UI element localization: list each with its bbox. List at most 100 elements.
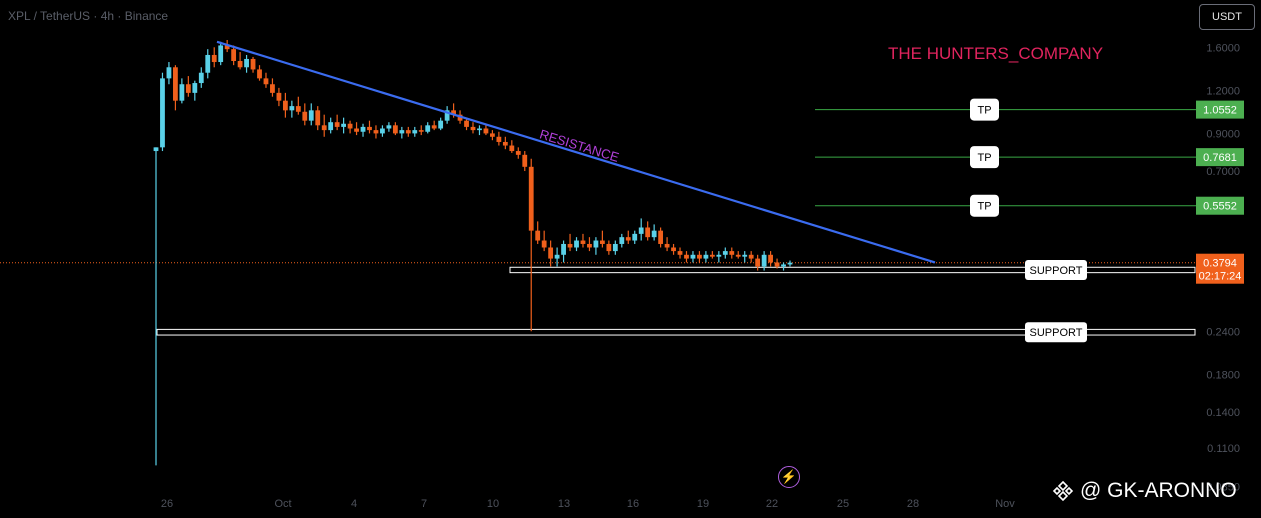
x-tick-label: Nov (995, 498, 1015, 510)
candle-body (457, 114, 463, 121)
resistance-label: RESISTANCE (538, 126, 621, 165)
tp-price-tag (1196, 196, 1244, 215)
candle-body (470, 126, 476, 131)
candle-body (263, 78, 269, 85)
candle-body (774, 262, 780, 267)
candle-body (768, 254, 773, 263)
candle-body (224, 45, 230, 50)
candle-body (399, 130, 405, 134)
candle-body (464, 120, 469, 127)
candle-body (282, 100, 288, 111)
y-tick-label: 0.0850 (1206, 482, 1240, 494)
candle-body (166, 67, 172, 79)
candle-body (367, 126, 372, 131)
tp-label-box (970, 98, 999, 121)
candle-body (185, 84, 191, 93)
candle-body (205, 54, 211, 73)
candle-body (709, 254, 715, 257)
brand-title: THE HUNTERS_COMPANY (888, 44, 1104, 63)
candle-body (729, 251, 735, 255)
y-tick-label: 0.1800 (1206, 369, 1240, 381)
candle-body (250, 58, 256, 70)
x-tick-label: 13 (558, 498, 570, 510)
tp-label-box (970, 146, 999, 169)
support-zone (156, 328, 1196, 336)
candle-body (645, 227, 651, 238)
candle-body (392, 125, 398, 134)
candle-body (638, 227, 644, 234)
current-price-label: 0.3794 (1203, 258, 1237, 270)
tp-price-label: 0.7681 (1203, 152, 1237, 164)
candle-body (690, 254, 696, 259)
tp-price-tag (1196, 100, 1244, 119)
tp-price-label: 1.0552 (1203, 105, 1237, 117)
x-tick-label: 25 (837, 498, 849, 510)
candle-body (386, 125, 392, 129)
candle-body (270, 84, 275, 93)
candle-body (289, 106, 295, 111)
candle-body (276, 92, 282, 101)
x-tick-label: Oct (274, 498, 291, 510)
candle-body (509, 145, 515, 152)
candle-body (192, 83, 198, 93)
candle-body (302, 111, 308, 121)
candle-body (334, 122, 340, 127)
candle-body (612, 243, 618, 252)
candle-body (548, 247, 554, 259)
candle-body (257, 69, 262, 79)
support-label-box (1025, 259, 1087, 280)
symbol-header: XPL / TetherUS · 4h · Binance (8, 9, 169, 23)
candle-body (477, 128, 482, 131)
x-tick-label: 19 (697, 498, 709, 510)
candle-body (211, 54, 217, 63)
x-tick-label: 4 (351, 498, 357, 510)
candle-body (541, 240, 547, 248)
candle-body (515, 151, 521, 155)
candle-body (321, 125, 327, 131)
support-label-box (1025, 322, 1087, 343)
candle-body (218, 45, 224, 63)
lightning-bolt-icon[interactable]: ⚡ (778, 466, 800, 488)
resistance-line (216, 40, 936, 264)
x-tick-label: 22 (766, 498, 778, 510)
candle-body (554, 254, 560, 259)
candle-body (444, 110, 450, 121)
x-tick-label: 16 (627, 498, 639, 510)
candle-body (703, 254, 709, 259)
candle-body (561, 243, 566, 255)
candle-body (360, 126, 366, 132)
candle-body (244, 58, 249, 68)
candle-body (781, 264, 786, 267)
y-tick-label: 1.6000 (1206, 42, 1240, 54)
candle-body (658, 230, 664, 244)
countdown-label: 02:17:24 (1199, 271, 1242, 283)
candle-body (671, 247, 676, 252)
candle-body (535, 230, 541, 241)
candle-body (697, 254, 702, 259)
candle-body (787, 262, 793, 265)
candle-body (606, 243, 612, 252)
tp-label-box (970, 194, 999, 217)
candle-body (735, 254, 741, 257)
y-tick-label: 0.1400 (1206, 407, 1240, 419)
candle-body (179, 84, 185, 101)
currency-button[interactable]: USDT (1199, 4, 1255, 30)
candle-body (716, 254, 722, 257)
candle-body (160, 78, 165, 148)
candle-body (405, 130, 411, 134)
candle-body (412, 130, 418, 134)
tp-price-tag (1196, 148, 1244, 167)
candle-body (431, 125, 437, 129)
candle-body (522, 154, 528, 167)
candle-body (651, 230, 657, 238)
candle-body (677, 251, 683, 255)
candle-body (308, 110, 314, 121)
watermark-text: @ GK-ARONNO (1080, 479, 1237, 502)
tp-label: TP (977, 152, 991, 164)
candle-body (198, 72, 204, 84)
y-tick-label: 0.2400 (1206, 326, 1240, 338)
candle-body (295, 106, 301, 112)
x-tick-label: 10 (487, 498, 499, 510)
